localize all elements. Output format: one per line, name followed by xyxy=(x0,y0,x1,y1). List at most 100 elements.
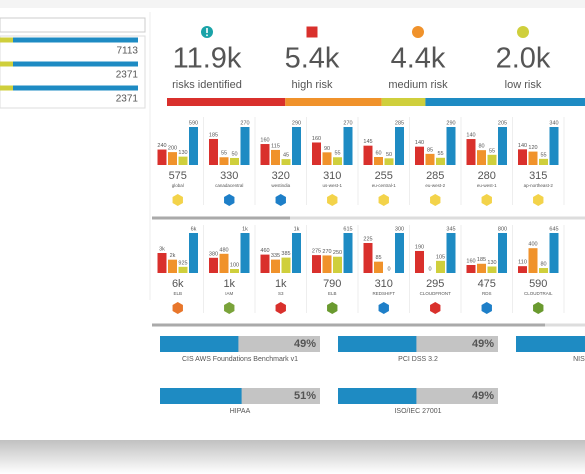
bar-value: 3k xyxy=(159,246,165,252)
compliance-name: ISO/IEC 27001 xyxy=(394,408,441,415)
risk-bar xyxy=(209,257,218,273)
column-name: eu-central-1 xyxy=(372,183,397,188)
bar-value: 55 xyxy=(489,148,495,154)
bar-value: 120 xyxy=(528,145,537,151)
bar-value: 50 xyxy=(231,151,237,157)
risk-bar xyxy=(168,152,177,165)
risk-bar xyxy=(343,127,353,165)
bar-value: 80 xyxy=(540,261,546,267)
bar-value: 0 xyxy=(428,266,431,272)
bar-value: 105 xyxy=(436,254,445,260)
bar-value: 6k xyxy=(191,226,197,232)
risk-bar xyxy=(466,139,476,165)
column-total: 6k xyxy=(172,278,184,290)
risk-bar xyxy=(436,260,445,273)
risk-bar xyxy=(281,257,291,273)
bar-value: 590 xyxy=(189,120,198,126)
search-box[interactable] xyxy=(0,17,146,33)
risk-bar xyxy=(240,233,250,273)
risk-bar xyxy=(333,256,342,273)
compliance-percent: 49% xyxy=(472,390,494,402)
risk-bar xyxy=(189,127,198,165)
resource-icon xyxy=(378,302,389,314)
risk-bar xyxy=(477,263,486,273)
bar-value: 100 xyxy=(230,262,239,268)
bar-value: 130 xyxy=(178,150,187,156)
bar-value: 85 xyxy=(427,147,433,153)
bar-value: 140 xyxy=(415,140,424,146)
risk-bar xyxy=(549,127,559,165)
bar-value: 55 xyxy=(540,152,546,158)
compliance-name: HIPAA xyxy=(230,408,251,415)
bar-value: 380 xyxy=(209,251,218,257)
compliance-percent: 51% xyxy=(294,390,316,402)
icon-risk xyxy=(412,26,424,38)
column-name: REDSHIFT xyxy=(373,291,396,296)
sidebar-list xyxy=(0,35,146,109)
bar-value: 130 xyxy=(487,260,496,266)
bar-value: 240 xyxy=(157,143,166,149)
risk-bar xyxy=(466,265,476,273)
compliance-name: CIS AWS Foundations Benchmark v1 xyxy=(182,356,298,363)
risk-bar xyxy=(343,233,353,273)
risk-bar xyxy=(487,266,497,273)
bar-value: 270 xyxy=(322,249,331,255)
bar-value: 270 xyxy=(343,120,352,126)
column-name: global xyxy=(172,183,184,188)
risk-bar xyxy=(209,138,218,165)
stat-value: 4.4k xyxy=(391,43,446,75)
risk-bar xyxy=(168,259,177,273)
resource-icon xyxy=(430,302,441,314)
column-name: us-west-1 xyxy=(322,183,342,188)
bar-value: 335 xyxy=(271,253,280,259)
compliance-percent: 49% xyxy=(294,338,316,350)
compliance-name: NIST 800-53r4 xyxy=(573,356,585,363)
bar-value: 460 xyxy=(260,248,269,254)
risk-bar xyxy=(539,158,548,165)
bar-value: 300 xyxy=(395,226,404,232)
risk-bar xyxy=(539,268,548,273)
bar-value: 85 xyxy=(375,255,381,261)
compliance-percent: 49% xyxy=(472,338,494,350)
risk-bar xyxy=(415,146,424,165)
column-total: 255 xyxy=(375,170,393,182)
risk-bar xyxy=(477,150,486,165)
column-name: ELB xyxy=(173,291,182,296)
progress-low xyxy=(0,61,13,67)
column-name: CLOUDTRAIL xyxy=(524,291,553,296)
risk-bar xyxy=(322,255,332,273)
bar-value: 185 xyxy=(477,257,486,263)
progress-bar xyxy=(13,37,138,43)
bar-value: 160 xyxy=(466,258,475,264)
stat-caption: medium risk xyxy=(388,79,448,91)
risk-bar xyxy=(395,233,404,273)
risk-bar xyxy=(363,145,373,165)
risk-bar xyxy=(528,248,538,273)
risk-bar xyxy=(425,153,435,165)
bar-value: 385 xyxy=(281,251,290,257)
risk-bar xyxy=(219,253,229,273)
risk-bar xyxy=(415,250,424,273)
risk-bar xyxy=(292,127,301,165)
risk-bar xyxy=(498,127,507,165)
risk-bar xyxy=(374,157,383,165)
compliance-bar xyxy=(160,388,242,404)
progress-bar xyxy=(13,85,138,91)
risk-bar xyxy=(230,157,239,165)
risk-bar xyxy=(436,157,445,165)
bar-value: 0 xyxy=(387,266,390,272)
bar-value: 140 xyxy=(466,133,475,139)
risk-share xyxy=(285,98,382,106)
bar-value: 285 xyxy=(395,120,404,126)
risk-bar xyxy=(230,269,239,273)
resource-icon xyxy=(275,194,286,206)
bar-value: 55 xyxy=(334,151,340,157)
column-total: 1k xyxy=(275,278,287,290)
risk-bar xyxy=(178,156,188,165)
risk-bar xyxy=(312,255,321,273)
risk-bar xyxy=(363,243,373,273)
risk-bar xyxy=(271,149,280,165)
bar-value: 90 xyxy=(324,146,330,152)
column-name: canadacentral xyxy=(215,183,243,188)
